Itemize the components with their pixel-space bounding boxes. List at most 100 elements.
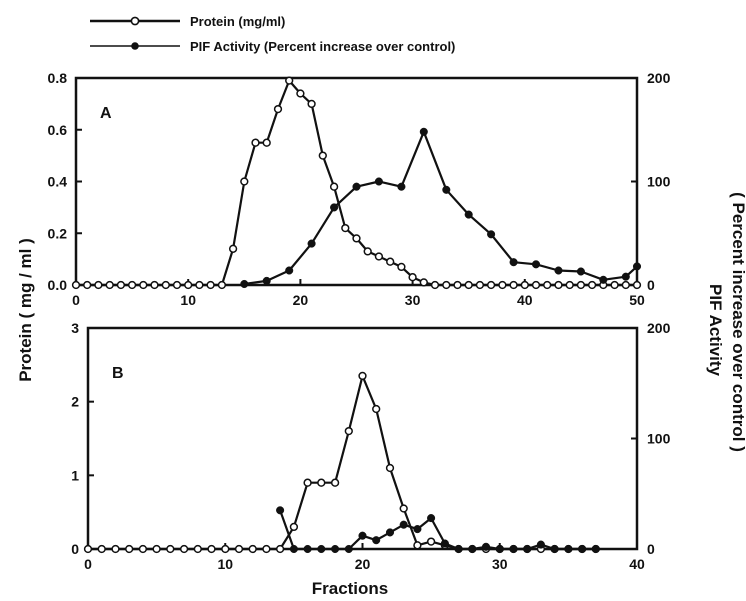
panel-b-pif-point — [509, 544, 518, 554]
panel-a-protein-point — [83, 280, 92, 290]
panel-a-protein-point — [543, 280, 552, 290]
panel-a-protein-point — [307, 99, 316, 109]
panel-b-y-left-tick-label: 2 — [71, 394, 79, 410]
panel-b-y-left-tick-label: 1 — [71, 467, 79, 483]
panel-b-protein-point — [262, 544, 271, 554]
panel-b-protein-point — [125, 544, 134, 554]
panel-a-x-tick-label: 30 — [405, 292, 421, 308]
panel-b-pif-point — [276, 506, 285, 515]
panel-a-protein-point — [251, 138, 260, 147]
panel-a: 0 10 20 30 40 50 0.0 0.2 0.4 0.6 0.8 0 100 200 A — [48, 70, 671, 308]
panel-a-y-left-tick-label: 0.2 — [48, 225, 68, 241]
panel-b-protein-point — [330, 478, 340, 487]
panel-b-protein-point — [399, 504, 408, 513]
panel-b-pif-point — [481, 542, 491, 551]
panel-a-pif-point — [330, 203, 339, 212]
panel-b-y-left-tick-label: 3 — [71, 320, 79, 336]
panel-b-protein-point — [207, 544, 216, 554]
legend: Protein (mg/ml) PIF Activity (Percent in… — [90, 14, 455, 54]
panel-a-pif-point — [262, 276, 271, 285]
right-axis-title-line2: ( Percent increase over control ) — [729, 192, 746, 452]
panel-b-protein-point — [413, 541, 422, 550]
panel-b-pif-point — [550, 544, 559, 554]
panel-a-protein-point — [217, 280, 227, 290]
panel-a-pif-point — [576, 267, 585, 276]
panel-b-pif-point — [358, 531, 367, 540]
panel-a-y-right-tick-label: 0 — [647, 277, 655, 293]
panel-b-pif-point — [317, 544, 326, 554]
panel-a-pif-point — [464, 210, 473, 219]
panel-a-pif-point — [599, 275, 608, 284]
panel-a-protein-point — [408, 273, 417, 282]
legend-pif-marker — [131, 42, 139, 50]
panel-b-pif-point — [440, 539, 449, 548]
panel-b-protein-point — [83, 544, 93, 554]
panel-a-x-tick-label: 50 — [629, 292, 645, 308]
panel-a-protein-point — [127, 280, 137, 290]
panel-a-pif-point — [397, 182, 406, 191]
panel-a-protein-point — [240, 177, 249, 186]
panel-b-protein-point — [344, 426, 353, 436]
panel-a-protein-point — [228, 244, 238, 253]
panel-a-protein-point — [475, 280, 485, 290]
panel-a-protein-point — [341, 223, 350, 233]
panel-a-protein-point — [520, 280, 529, 290]
panel-a-protein-point — [116, 280, 126, 290]
panel-b-pif-point — [536, 540, 545, 549]
panel-a-protein-point — [610, 280, 619, 290]
panel-a-pif-point — [419, 127, 428, 136]
panel-a-x-tick-label: 10 — [180, 292, 196, 308]
panel-a-protein-point — [430, 280, 440, 290]
panel-a-protein-point — [486, 280, 496, 290]
panel-a-protein-point — [206, 280, 215, 290]
left-axis-title: Protein ( mg / ml ) — [16, 238, 35, 382]
panel-b-pif-point — [303, 544, 312, 554]
panel-a-x-tick-label: 40 — [517, 292, 533, 308]
panel-a-protein-point — [363, 247, 372, 256]
panel-a-pif-point — [307, 239, 316, 248]
panel-a-protein-point — [94, 280, 103, 290]
panel-b-x-tick-label: 40 — [629, 556, 645, 572]
x-axis-title: Fractions — [312, 579, 389, 598]
panel-b-y-right-tick-label: 100 — [647, 431, 671, 447]
panel-a-protein-point — [374, 252, 384, 261]
panel-a-protein-point — [71, 280, 81, 290]
panel-b-x-tick-label: 10 — [217, 556, 233, 572]
panel-a-protein-point — [139, 280, 148, 290]
panel-a-protein-point — [161, 280, 170, 290]
panel-b-pif-point — [399, 520, 408, 529]
panel-b-protein-point — [372, 404, 381, 414]
panel-b-protein-point — [358, 371, 367, 381]
panel-b-protein-point — [179, 544, 189, 554]
panel-a-axes — [74, 76, 639, 287]
legend-protein-marker — [130, 16, 140, 26]
panel-a-protein-point — [329, 182, 339, 191]
panel-a-label: A — [100, 105, 112, 122]
panel-b-axes — [86, 326, 639, 551]
panel-a-y-left-tick-label: 0.4 — [48, 174, 68, 190]
panel-b-protein-point — [166, 544, 175, 554]
panel-a-pif-point — [374, 177, 383, 186]
panel-b-pif-point — [468, 544, 477, 554]
panel-b-protein-point — [303, 478, 312, 487]
legend-protein-label: Protein (mg/ml) — [190, 14, 285, 29]
panel-a-protein-point — [105, 280, 114, 290]
panel-b-protein-point — [426, 537, 436, 546]
panel-a-x-tick-label: 0 — [72, 292, 80, 308]
panel-a-protein-point — [184, 280, 193, 290]
panel-a-protein-point — [442, 280, 451, 290]
panel-a-pif-line — [244, 130, 638, 286]
panel-b-protein-point — [234, 544, 244, 554]
panel-a-protein-point — [273, 104, 283, 114]
legend-pif-label: PIF Activity (Percent increase over cont… — [190, 39, 455, 54]
panel-b-pif-point — [427, 514, 436, 523]
panel-b-x-tick-label: 30 — [492, 556, 508, 572]
panel-b-pif-point — [344, 544, 353, 554]
panel-a-protein-point — [531, 280, 541, 290]
panel-b-y-left-tick-label: 0 — [71, 541, 79, 557]
panel-b-protein-point — [221, 544, 230, 554]
panel-b-frame — [86, 326, 639, 551]
panel-b-pif-point — [591, 544, 600, 554]
panel-a-protein-point — [352, 234, 361, 243]
